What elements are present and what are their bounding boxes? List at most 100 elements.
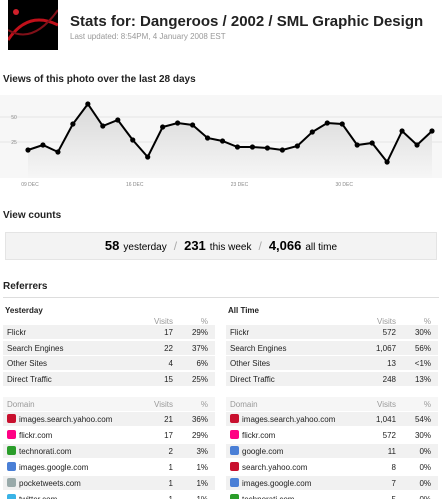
cell: Visits (377, 317, 396, 326)
cell: 1 (168, 463, 173, 472)
cell: 37% (191, 343, 208, 353)
view-counts-box: 58 yesterday / 231 this week / 4,066 all time (5, 232, 437, 260)
cell: 572 (382, 328, 396, 337)
cell: 2 (168, 447, 173, 456)
cell: 36% (191, 415, 208, 424)
count-value: 58 (104, 238, 120, 253)
table-row (3, 397, 215, 411)
cell: <1% (414, 359, 431, 368)
cell: 5 (376, 495, 396, 499)
data-point (354, 142, 360, 148)
cell: Visits (154, 317, 173, 326)
cell: 30% (414, 328, 431, 337)
cell: technorati.com (19, 447, 72, 456)
cell: 15 (164, 374, 173, 384)
cell: 0% (419, 479, 431, 488)
data-point (384, 159, 390, 165)
divider (3, 297, 439, 298)
cell: 22 (164, 343, 173, 353)
data-point (25, 147, 31, 153)
data-point (204, 135, 211, 141)
site-icon (7, 414, 16, 423)
cell: 0% (419, 447, 431, 456)
data-point (264, 145, 271, 151)
cell: 1% (196, 463, 208, 472)
cell: technorati.com (242, 495, 294, 499)
cell: twitter.com (19, 495, 57, 499)
cell: 30% (414, 431, 431, 440)
count-label: yesterday (123, 242, 167, 253)
x-tick-label: 09 DEC (21, 182, 39, 188)
views-chart: 25 50 09 DEC 16 DEC 23 DEC 30 DEC (0, 95, 442, 188)
y-tick-label: 50 (11, 115, 17, 121)
table-row (3, 428, 215, 442)
cell: images.search.yahoo.com (242, 415, 336, 424)
data-point (115, 117, 121, 123)
thumbnail-art (8, 9, 58, 41)
data-point (130, 137, 136, 143)
cell: 17 (164, 328, 173, 337)
cell: 0% (401, 495, 431, 499)
cell: 1% (196, 479, 208, 488)
data-point (145, 154, 151, 160)
section-title: View counts (3, 210, 62, 221)
data-point (339, 121, 345, 127)
cell: 1 (153, 495, 173, 499)
count-value: 231 (184, 238, 206, 253)
data-point (414, 142, 420, 148)
table-row (3, 444, 215, 458)
table-row (226, 460, 438, 474)
data-point (189, 122, 196, 128)
cell: 6% (196, 359, 208, 368)
table-row (3, 356, 215, 370)
cell: 11 (387, 447, 396, 456)
chart-title: Views of this photo over the last 28 day… (3, 74, 196, 85)
cell: 29% (191, 431, 208, 440)
cell: 0% (419, 463, 431, 472)
cell: Flickr (7, 328, 27, 337)
table-row (226, 371, 438, 386)
cell: 25% (191, 374, 208, 384)
cell: Direct Traffic (7, 374, 52, 384)
cell: % (200, 317, 208, 326)
data-point (309, 129, 315, 135)
table-title: Yesterday (5, 306, 43, 315)
cell: Domain (230, 400, 258, 409)
cell: 29% (191, 328, 208, 337)
site-icon (230, 446, 239, 455)
x-tick-label: 30 DEC (335, 182, 353, 188)
cell: Search Engines (7, 343, 64, 353)
data-point (70, 121, 76, 127)
data-point (160, 124, 166, 130)
data-point (100, 123, 106, 129)
cell: Domain (7, 400, 35, 409)
cell: 54% (414, 415, 431, 424)
data-point (85, 101, 91, 107)
cell: search.yahoo.com (242, 463, 308, 472)
site-icon (7, 494, 16, 499)
table-row (3, 460, 215, 474)
data-point (175, 120, 181, 126)
data-point (429, 128, 435, 134)
table-row (226, 492, 438, 499)
data-point (324, 120, 330, 126)
table-row (226, 444, 438, 458)
site-icon (230, 430, 239, 439)
cell: 248 (382, 374, 396, 384)
cell: google.com (242, 447, 284, 456)
data-point (279, 147, 285, 153)
data-point (219, 138, 226, 144)
line-area (28, 104, 432, 178)
cell: images.google.com (242, 479, 312, 488)
cell: 1 (168, 479, 173, 488)
cell: 4 (168, 359, 173, 368)
table-row (226, 476, 438, 490)
data-point (55, 149, 61, 155)
table-row (3, 325, 215, 339)
cell: Other Sites (7, 359, 48, 368)
site-icon (230, 494, 239, 499)
cell: Direct Traffic (230, 374, 275, 384)
cell: % (423, 317, 431, 326)
photo-thumbnail[interactable] (8, 0, 58, 50)
